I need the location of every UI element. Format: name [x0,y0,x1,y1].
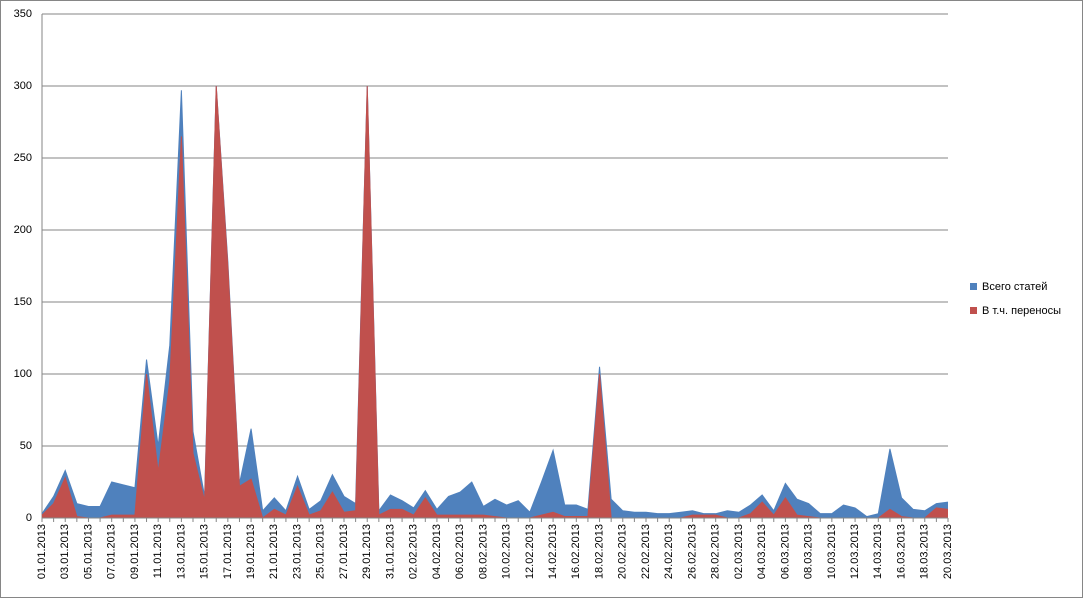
x-tick-label: 04.02.2013 [431,524,443,579]
x-tick-label: 26.02.2013 [686,524,698,579]
x-tick-label: 10.03.2013 [826,524,838,579]
x-tick-label: 18.03.2013 [919,524,931,579]
x-tick-label: 18.02.2013 [593,524,605,579]
legend-swatch [970,307,977,314]
legend-label: Всего статей [982,281,1047,293]
x-tick-label: 25.01.2013 [315,524,327,579]
x-tick-label: 12.02.2013 [524,524,536,579]
area-fill [42,86,948,518]
x-tick-label: 16.02.2013 [570,524,582,579]
x-tick-label: 15.01.2013 [199,524,211,579]
x-tick-label: 29.01.2013 [361,524,373,579]
legend-swatch [970,283,977,290]
x-tick-label: 21.01.2013 [268,524,280,579]
y-tick-label: 350 [14,8,32,20]
x-tick-label: 06.03.2013 [779,524,791,579]
x-tick-label: 05.01.2013 [82,524,94,579]
x-tick-label: 22.02.2013 [640,524,652,579]
x-tick-label: 14.02.2013 [547,524,559,579]
x-tick-label: 11.01.2013 [152,524,164,578]
y-tick-label: 100 [14,368,32,380]
x-tick-label: 13.01.2013 [175,524,187,579]
x-tick-label: 23.01.2013 [291,524,303,579]
x-tick-label: 27.01.2013 [338,524,350,579]
y-tick-label: 250 [14,152,32,164]
x-tick-label: 08.03.2013 [803,524,815,579]
x-tick-label: 08.02.2013 [477,524,489,579]
area-line [41,85,949,518]
x-tick-label: 24.02.2013 [663,524,675,579]
x-tick-label: 14.03.2013 [872,524,884,579]
x-tick-label: 28.02.2013 [710,524,722,579]
x-tick-label: 06.02.2013 [454,524,466,579]
x-tick-label: 02.02.2013 [408,524,420,579]
x-tick-label: 12.03.2013 [849,524,861,579]
y-tick-label: 200 [14,224,32,236]
area-line [41,85,949,519]
x-tick-label: 20.02.2013 [617,524,629,579]
x-tick-label: 31.01.2013 [384,524,396,579]
x-tick-label: 16.03.2013 [895,524,907,579]
x-tick-label: 07.01.2013 [106,524,118,579]
y-tick-label: 0 [26,512,32,524]
x-tick-label: 01.01.2013 [36,524,48,579]
x-tick-label: 20.03.2013 [942,524,954,579]
x-tick-label: 09.01.2013 [129,524,141,579]
x-tick-label: 19.01.2013 [245,524,257,579]
y-tick-label: 150 [14,296,32,308]
y-tick-label: 50 [20,440,32,452]
y-tick-label: 300 [14,80,32,92]
legend-label: В т.ч. переносы [982,305,1061,317]
x-tick-label: 10.02.2013 [501,524,513,579]
x-tick-label: 04.03.2013 [756,524,768,579]
x-tick-label: 03.01.2013 [59,524,71,579]
x-tick-label: 17.01.2013 [222,524,234,579]
x-tick-label: 02.03.2013 [733,524,745,579]
